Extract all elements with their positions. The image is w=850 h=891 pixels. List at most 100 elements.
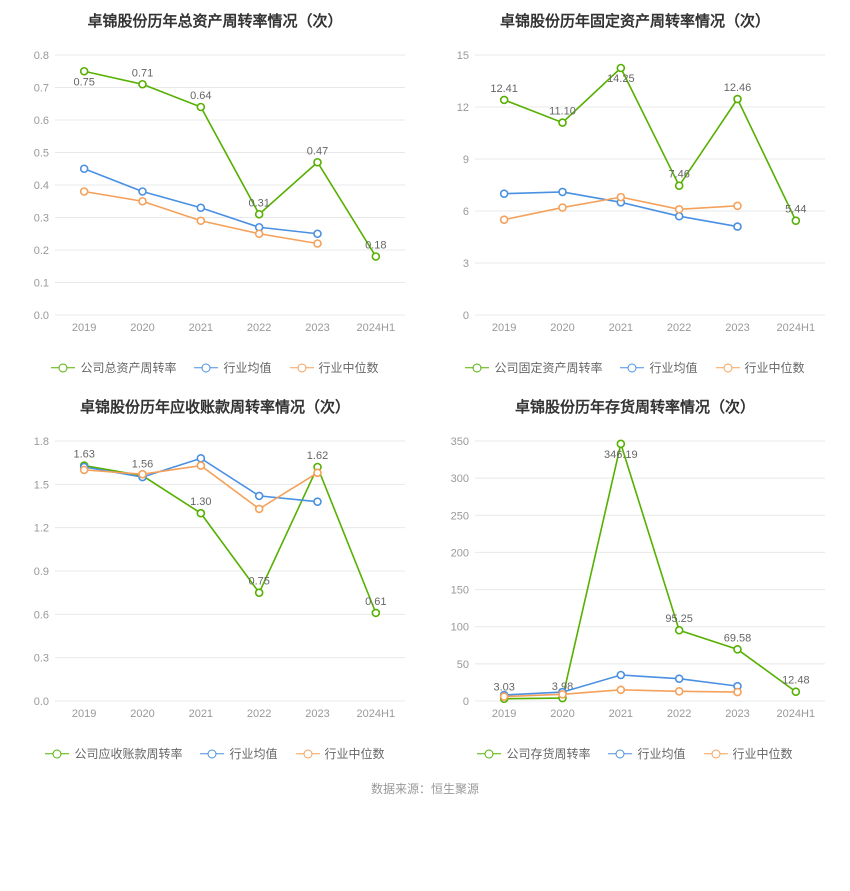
y-tick-label: 0 [463,696,469,708]
x-tick-label: 2021 [189,708,213,720]
legend-item[interactable]: 行业中位数 [704,745,793,762]
x-tick-label: 2022 [667,708,691,720]
x-tick-label: 2022 [667,322,691,334]
chart-panel: 卓锦股份历年存货周转率情况（次）050100150200250300350201… [430,396,840,762]
value-label: 12.46 [724,82,752,94]
charts-grid: 卓锦股份历年总资产周转率情况（次）0.00.10.20.30.40.50.60.… [0,10,850,762]
chart-title: 卓锦股份历年总资产周转率情况（次） [87,10,342,31]
value-label: 346.19 [604,449,638,461]
series-marker [559,204,566,211]
legend-item[interactable]: 公司存货周转率 [477,745,590,762]
legend-item[interactable]: 公司应收账款周转率 [45,745,182,762]
series-marker [676,206,683,213]
series-marker [197,104,204,111]
x-tick-label: 2020 [550,322,574,334]
y-tick-label: 0.3 [34,653,49,665]
x-tick-label: 2021 [609,322,633,334]
y-tick-label: 0.3 [34,213,49,225]
chart-panel: 卓锦股份历年应收账款周转率情况（次）0.00.30.60.91.21.51.82… [10,396,420,762]
series-marker [676,627,683,634]
series-marker [676,675,683,682]
y-tick-label: 250 [451,510,469,522]
y-tick-label: 0.9 [34,566,49,578]
x-tick-label: 2020 [130,322,154,334]
series-marker [559,119,566,126]
chart-panel: 卓锦股份历年总资产周转率情况（次）0.00.10.20.30.40.50.60.… [10,10,420,376]
value-label: 0.64 [190,90,211,102]
x-tick-label: 2023 [725,708,749,720]
series-marker [559,691,566,698]
y-tick-label: 0.2 [34,245,49,257]
chart-plot: 0.00.10.20.30.40.50.60.70.82019202020212… [15,45,415,345]
series-marker [314,498,321,505]
x-tick-label: 2023 [305,708,329,720]
series-marker [197,217,204,224]
y-tick-label: 1.2 [34,523,49,535]
legend-item[interactable]: 行业中位数 [716,359,805,376]
series-marker [734,96,741,103]
series-marker [256,505,263,512]
legend-item[interactable]: 行业均值 [620,359,697,376]
series-marker [501,190,508,197]
legend-label: 行业均值 [649,359,697,376]
legend-label: 公司总资产周转率 [80,359,176,376]
value-label: 12.41 [490,83,518,95]
series-marker [792,217,799,224]
value-label: 5.44 [785,204,806,216]
series-marker [617,686,624,693]
legend-label: 公司应收账款周转率 [74,745,182,762]
legend-item[interactable]: 行业均值 [194,359,271,376]
y-tick-label: 15 [457,50,469,62]
y-tick-label: 3 [463,258,469,270]
series-marker [314,159,321,166]
value-label: 0.75 [248,576,269,588]
y-tick-label: 100 [451,622,469,634]
y-tick-label: 0 [463,310,469,322]
x-tick-label: 2019 [492,708,516,720]
series-marker [81,466,88,473]
x-tick-label: 2020 [130,708,154,720]
value-label: 14.25 [607,73,635,85]
legend-label: 公司固定资产周转率 [494,359,602,376]
legend-label: 公司存货周转率 [506,745,590,762]
series-marker [314,240,321,247]
x-tick-label: 2019 [492,322,516,334]
legend-item[interactable]: 行业中位数 [296,745,385,762]
legend-label: 行业均值 [229,745,277,762]
value-label: 0.71 [132,67,153,79]
legend-label: 行业中位数 [319,359,379,376]
series-marker [256,230,263,237]
series-marker [256,492,263,499]
legend-item[interactable]: 公司总资产周转率 [51,359,176,376]
series-marker [617,672,624,679]
chart-plot: 03691215201920202021202220232024H112.411… [435,45,835,345]
legend-item[interactable]: 行业均值 [200,745,277,762]
legend-label: 行业均值 [223,359,271,376]
series-marker [256,589,263,596]
chart-title: 卓锦股份历年固定资产周转率情况（次） [500,10,770,31]
x-tick-label: 2023 [725,322,749,334]
series-marker [314,230,321,237]
x-tick-label: 2023 [305,322,329,334]
y-tick-label: 200 [451,547,469,559]
chart-plot: 0501001502002503003502019202020212022202… [435,431,835,731]
x-tick-label: 2024H1 [357,708,396,720]
value-label: 1.56 [132,459,153,471]
legend-item[interactable]: 行业均值 [608,745,685,762]
legend-item[interactable]: 公司固定资产周转率 [465,359,602,376]
series-marker [197,455,204,462]
legend-label: 行业中位数 [745,359,805,376]
chart-legend: 公司固定资产周转率 行业均值 行业中位数 [465,359,804,376]
y-tick-label: 0.5 [34,148,49,160]
y-tick-label: 0.6 [34,115,49,127]
chart-legend: 公司应收账款周转率 行业均值 行业中位数 [45,745,384,762]
value-label: 11.10 [549,106,576,118]
data-source-label: 数据来源：恒生聚源 [0,780,850,797]
series-marker [676,213,683,220]
legend-item[interactable]: 行业中位数 [290,359,379,376]
series-marker [372,609,379,616]
chart-legend: 公司存货周转率 行业均值 行业中位数 [477,745,792,762]
series-marker [256,211,263,218]
y-tick-label: 150 [451,585,469,597]
series-marker [81,68,88,75]
